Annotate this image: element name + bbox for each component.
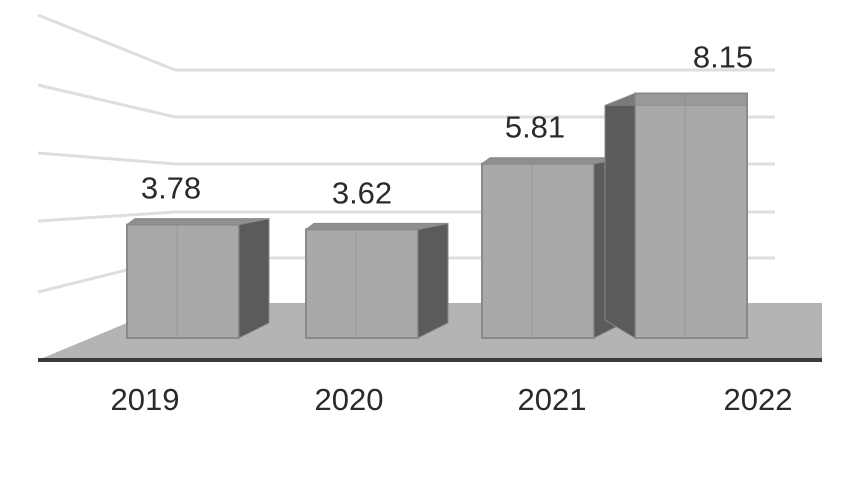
bar-2021: [480, 157, 625, 339]
bar-side: [604, 92, 636, 339]
bar-front: [481, 162, 595, 339]
gridline-side: [37, 210, 176, 223]
bar-front: [634, 92, 748, 339]
bar-front: [305, 228, 419, 339]
category-label-2021: 2021: [518, 382, 587, 417]
bar-top: [125, 218, 270, 226]
bar-top: [604, 93, 748, 106]
gridlines: [37, 13, 775, 294]
value-label-2020: 3.62: [332, 175, 392, 210]
bar-top: [304, 222, 449, 230]
gridline-side: [37, 151, 176, 166]
gridline-side: [37, 83, 176, 119]
category-label-2020: 2020: [315, 382, 384, 417]
bar-front: [126, 223, 240, 340]
bar-side: [417, 222, 449, 339]
bar-side: [238, 217, 270, 339]
value-label-2022: 8.15: [693, 40, 753, 75]
bar-2019: [125, 217, 270, 340]
bar-2022: [604, 92, 748, 339]
value-label-2021: 5.81: [505, 110, 565, 145]
gridline-side: [37, 13, 176, 72]
bar-2020: [304, 222, 449, 339]
value-label-2019: 3.78: [141, 171, 201, 206]
category-labels: 2019 2020 2021 2022: [111, 382, 793, 417]
value-labels: 3.78 3.62 5.81 8.15: [141, 40, 753, 211]
bars: [125, 92, 748, 340]
category-label-2019: 2019: [111, 382, 180, 417]
category-label-2022: 2022: [724, 382, 793, 417]
